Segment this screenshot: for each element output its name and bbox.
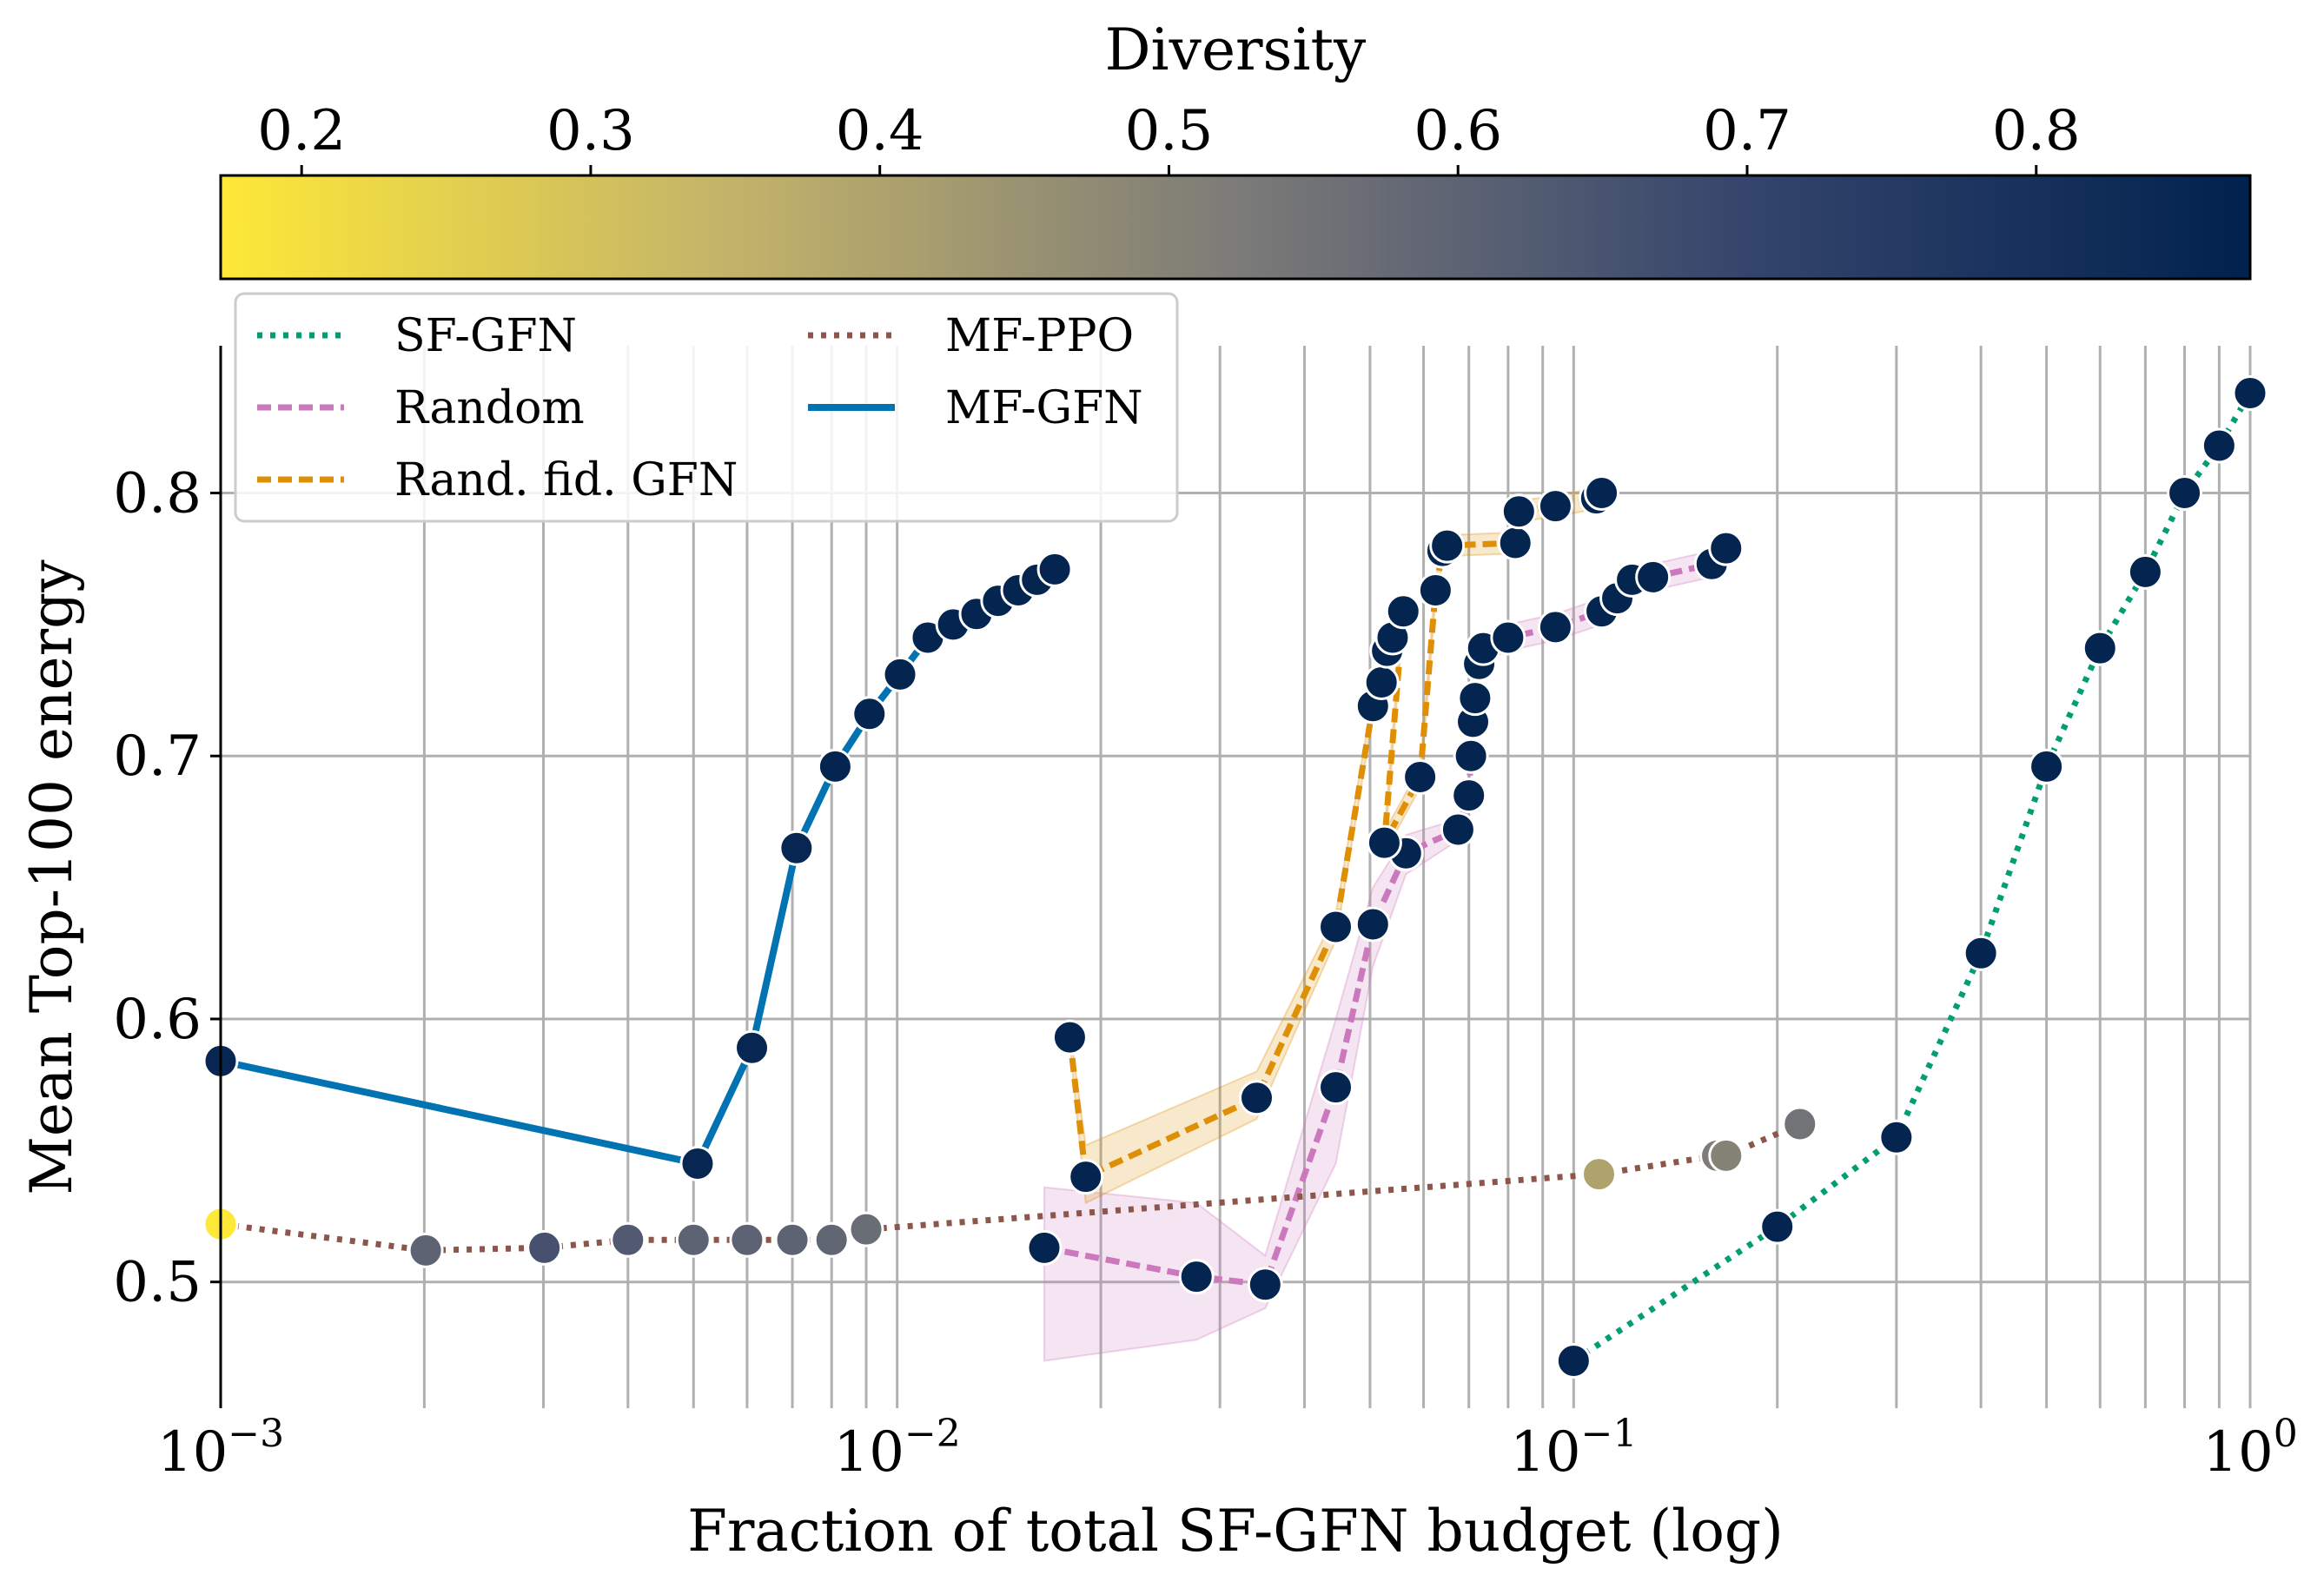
data-point: [1500, 493, 1537, 530]
colorbar-label: Diversity: [1105, 17, 1367, 83]
colorbar-tick-label: 0.6: [1414, 99, 1502, 163]
data-point: [1963, 935, 1999, 971]
data-point: [729, 1221, 765, 1258]
data-point: [851, 696, 888, 732]
data-point: [1580, 1156, 1617, 1193]
legend-label: MF-PPO: [945, 310, 1134, 362]
colorbar-tick-label: 0.4: [836, 99, 924, 163]
data-point: [679, 1145, 716, 1181]
series-markers: [202, 374, 2268, 1380]
data-point: [774, 1221, 811, 1258]
data-point: [2201, 427, 2237, 464]
data-point: [610, 1221, 646, 1258]
y-tick-label: 0.6: [113, 988, 202, 1052]
data-point: [1239, 1080, 1275, 1116]
legend-box: [234, 292, 1179, 523]
data-point: [1247, 1267, 1283, 1303]
x-tick-label: 10−3: [157, 1412, 284, 1485]
data-point: [2127, 553, 2163, 590]
x-axis-label: Fraction of total SF-GFN budget (log): [687, 1498, 1784, 1565]
colorbar-tick-label: 0.7: [1703, 99, 1791, 163]
series-lines: [220, 391, 2254, 1364]
data-point: [1440, 811, 1476, 848]
data-point: [1354, 906, 1391, 943]
data-point: [1635, 559, 1672, 595]
data-point: [1555, 1343, 1592, 1380]
series-line: [220, 566, 1057, 1168]
data-point: [1708, 1137, 1745, 1174]
legend: SF-GFN Random Rand. fid. GFN MF-PPO MF-GFN: [234, 292, 1179, 523]
data-point: [882, 656, 918, 692]
series-line: [220, 1121, 1802, 1254]
data-point: [1051, 1019, 1088, 1055]
legend-label: Random: [394, 382, 585, 434]
data-point: [1366, 824, 1402, 861]
data-point: [1178, 1259, 1215, 1295]
y-tick-label: 0.8: [113, 462, 202, 526]
colorbar: 0.2 0.3 0.4 0.5 0.6 0.7 0.8: [219, 99, 2252, 281]
data-point: [1318, 909, 1354, 945]
data-point: [2232, 374, 2268, 411]
data-point: [1497, 525, 1533, 561]
y-axis-label: Mean Top-100 energy: [18, 559, 85, 1195]
data-point: [1363, 664, 1400, 700]
data-point: [2029, 748, 2065, 784]
data-point: [1878, 1119, 1915, 1155]
data-point: [1318, 1069, 1354, 1106]
axes: 0.5 0.6 0.7 0.8 10−3 10−2 10−1 100: [113, 346, 2298, 1485]
data-point: [1068, 1159, 1104, 1195]
legend-label: SF-GFN: [394, 310, 577, 362]
data-point: [1453, 738, 1489, 774]
legend-label: Rand. fid. GFN: [394, 454, 738, 506]
x-tick-label: 10−1: [1510, 1412, 1637, 1485]
legend-label: MF-GFN: [945, 382, 1143, 434]
data-point: [1490, 619, 1526, 656]
data-point: [526, 1229, 563, 1266]
data-point: [1036, 551, 1073, 587]
data-point: [1417, 572, 1453, 609]
data-point: [1584, 475, 1620, 512]
y-tick-label: 0.5: [113, 1251, 202, 1315]
x-tick-label: 100: [2202, 1412, 2297, 1485]
data-point: [1537, 609, 1573, 645]
data-point: [778, 830, 815, 866]
data-point: [1402, 758, 1439, 795]
data-point: [1457, 680, 1493, 717]
colorbar-tick-label: 0.8: [1992, 99, 2081, 163]
data-point: [1026, 1229, 1063, 1266]
colorbar-tick-label: 0.5: [1125, 99, 1214, 163]
data-point: [1782, 1106, 1818, 1142]
data-point: [813, 1221, 850, 1258]
grid: [219, 346, 2252, 1408]
series-line: [1572, 391, 2254, 1364]
data-point: [1759, 1208, 1796, 1245]
data-point: [2082, 630, 2118, 666]
data-point: [407, 1232, 444, 1268]
data-point: [675, 1221, 712, 1258]
data-point: [1708, 530, 1745, 566]
data-point: [848, 1211, 884, 1247]
data-point: [817, 748, 853, 784]
colorbar-tick-label: 0.3: [546, 99, 635, 163]
data-point: [1429, 527, 1466, 564]
data-point: [734, 1029, 771, 1066]
colorbar-gradient: [219, 174, 2252, 281]
x-tick-label: 10−2: [834, 1412, 961, 1485]
data-point: [1537, 488, 1573, 525]
colorbar-tick-label: 0.2: [257, 99, 346, 163]
data-point: [1385, 593, 1421, 630]
data-point: [2167, 475, 2203, 512]
y-tick-label: 0.7: [113, 725, 202, 789]
data-point: [1451, 777, 1487, 814]
series-line: [1043, 546, 1729, 1288]
